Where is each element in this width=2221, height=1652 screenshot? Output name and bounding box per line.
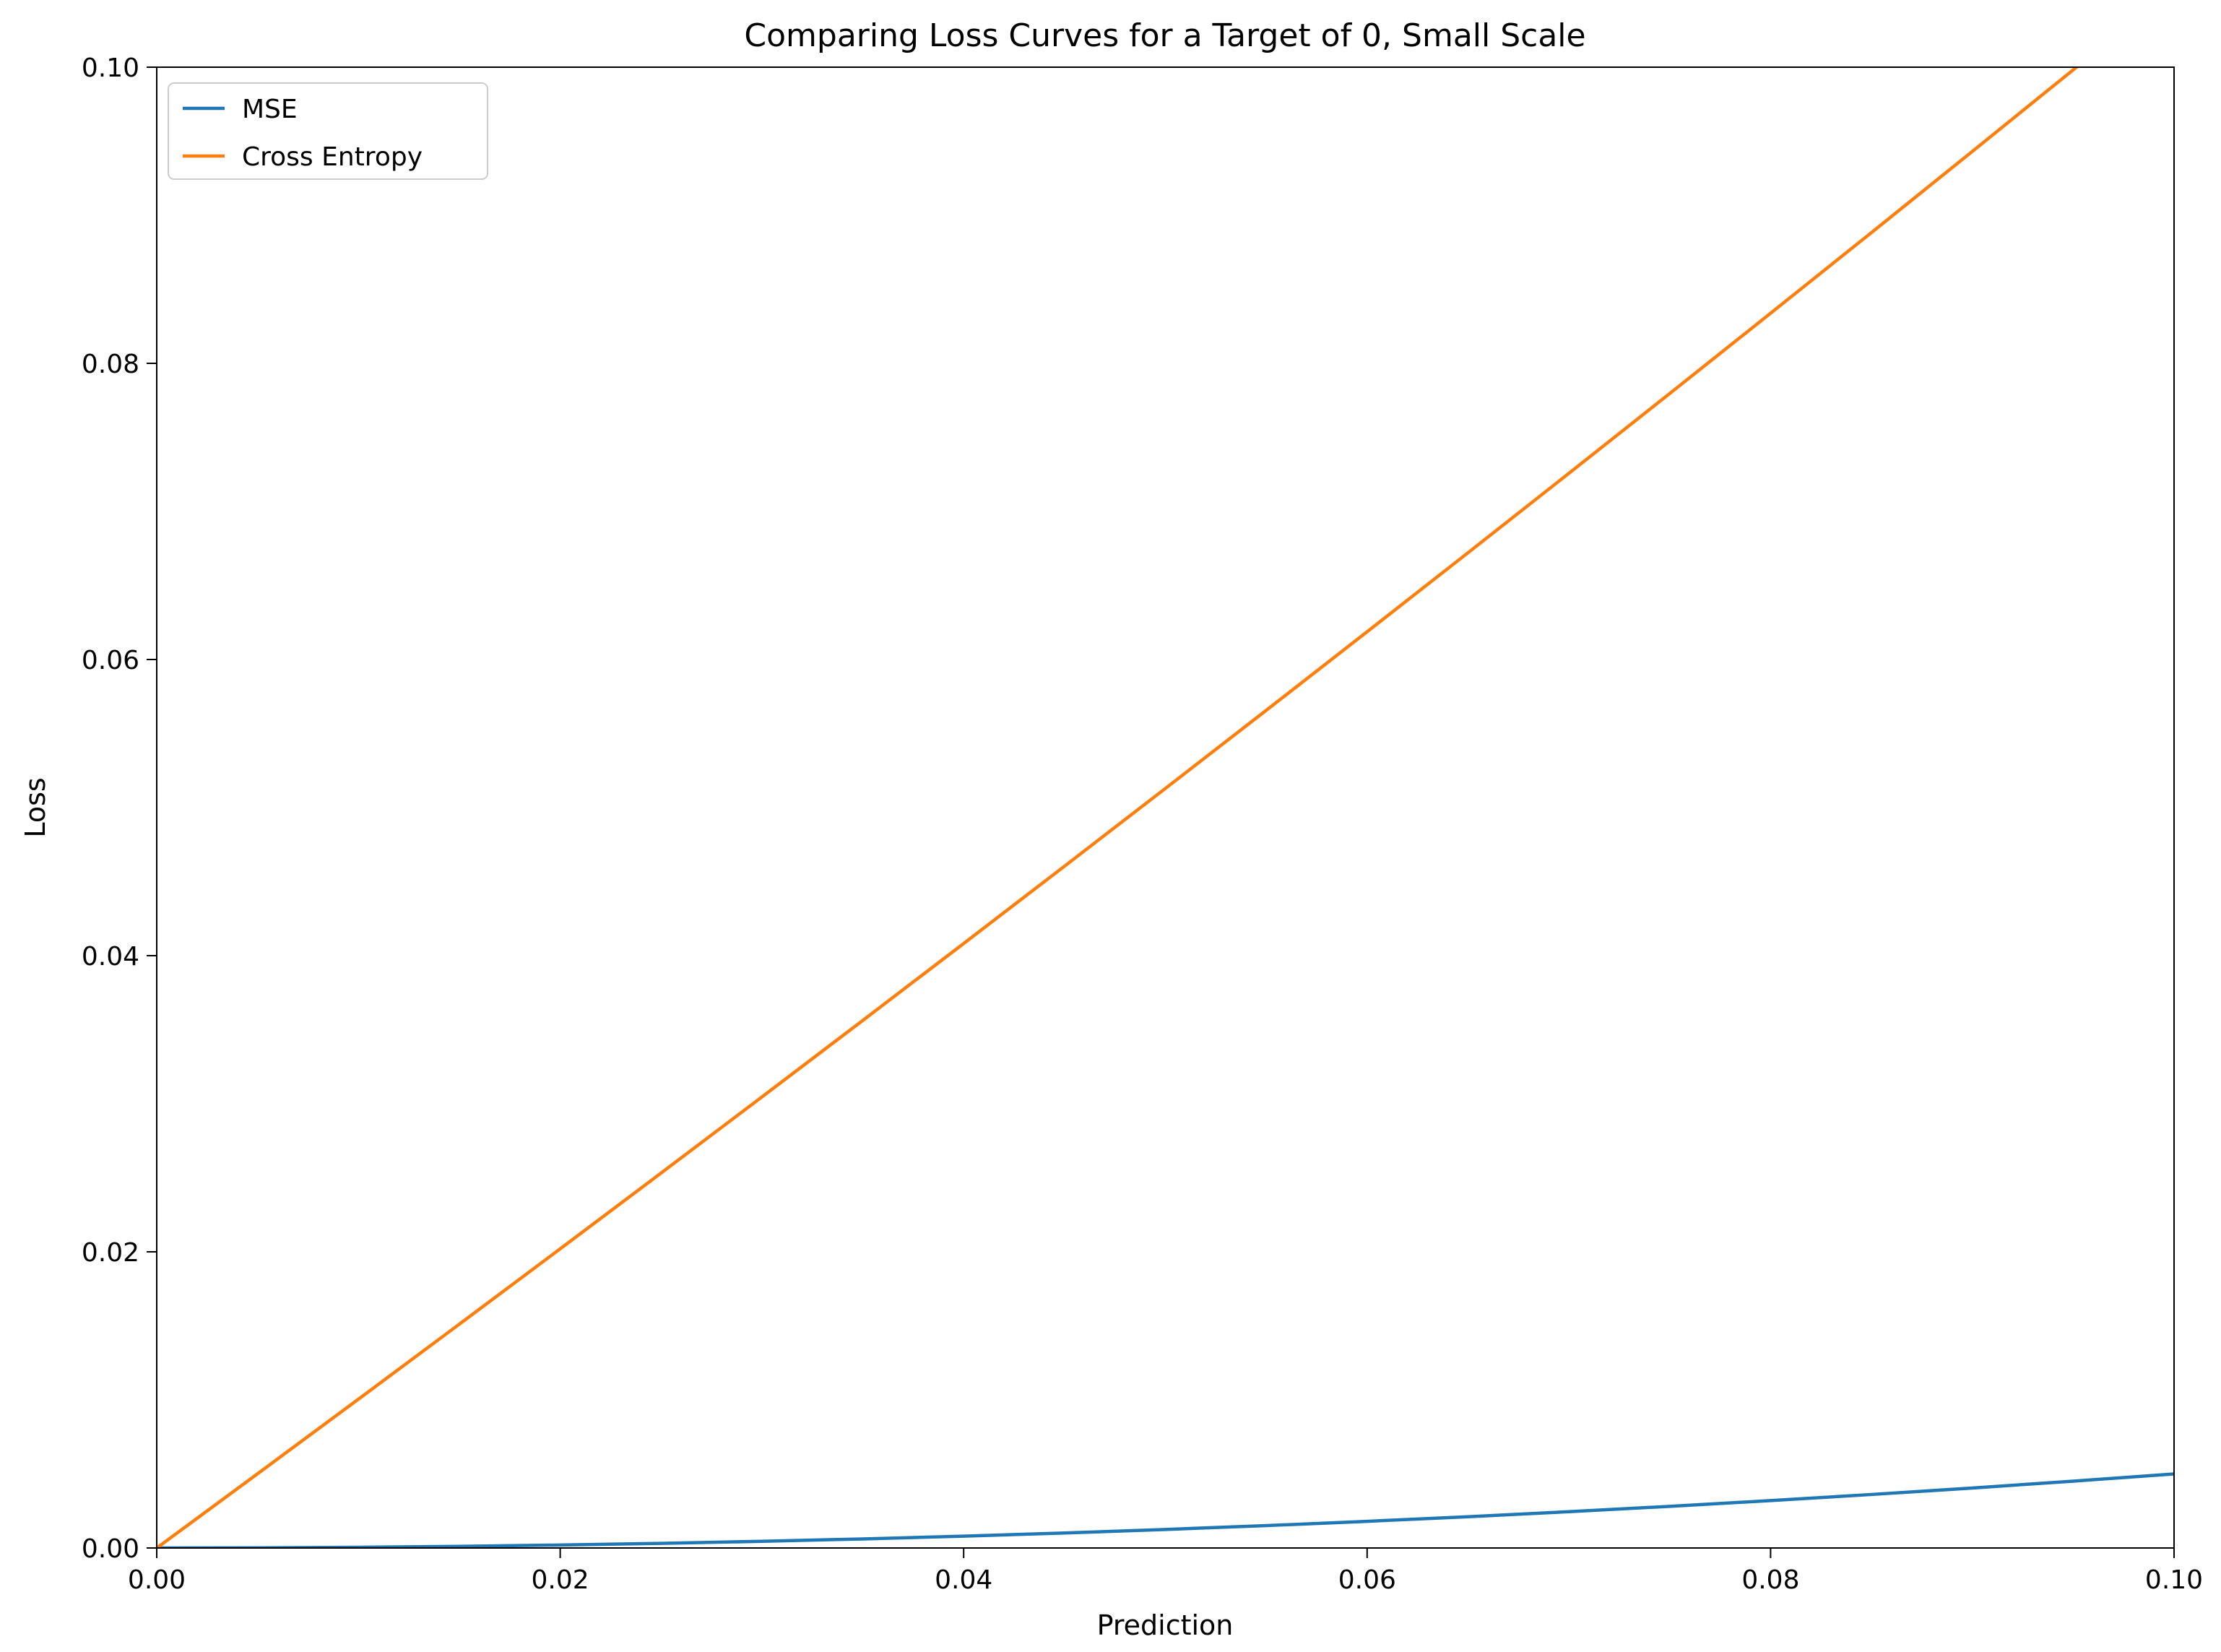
y-tick-label: 0.04: [82, 942, 139, 972]
legend-label: MSE: [242, 95, 298, 124]
y-tick-label: 0.08: [82, 350, 139, 379]
x-tick-label: 0.00: [128, 1565, 186, 1595]
x-axis: 0.00 0.02 0.04 0.06 0.08 0.10: [128, 1548, 2203, 1595]
plot-frame: [156, 66, 2175, 1549]
legend-box: [168, 82, 488, 180]
series-layer: [157, 67, 2174, 1548]
x-axis-label: Prediction: [1097, 1609, 1234, 1641]
x-tick-label: 0.04: [935, 1565, 992, 1595]
x-tick-label: 0.02: [532, 1565, 589, 1595]
y-axis: 0.00 0.02 0.04 0.06 0.08 0.10: [82, 53, 157, 1564]
y-tick-label: 0.06: [82, 646, 139, 675]
series-line-cross-entropy: [157, 67, 2079, 1548]
legend: MSE Cross Entropy: [168, 82, 488, 180]
y-tick-label: 0.10: [82, 53, 139, 83]
y-axis-label: Loss: [20, 777, 51, 837]
legend-label: Cross Entropy: [242, 142, 423, 172]
x-tick-label: 0.06: [1338, 1565, 1396, 1595]
y-tick-label: 0.00: [82, 1534, 139, 1564]
x-tick-label: 0.08: [1741, 1565, 1799, 1595]
x-tick-label: 0.10: [2145, 1565, 2203, 1595]
y-tick-label: 0.02: [82, 1238, 139, 1268]
chart-title: Comparing Loss Curves for a Target of 0,…: [744, 17, 1585, 54]
series-line-mse: [157, 1472, 2174, 1548]
